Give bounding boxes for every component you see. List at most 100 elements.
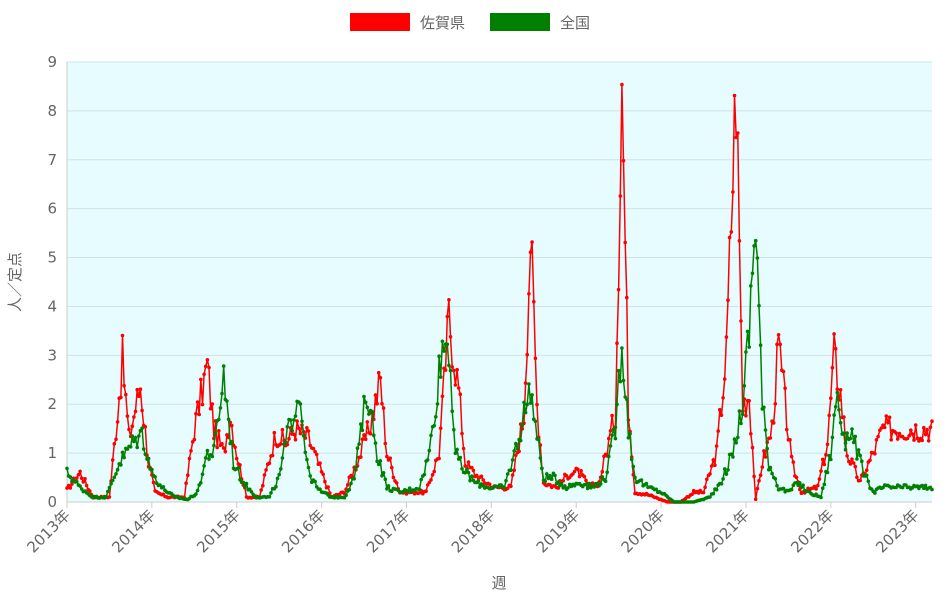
data-point bbox=[226, 417, 231, 422]
data-point bbox=[434, 415, 438, 419]
data-point bbox=[794, 475, 799, 480]
legend[interactable]: 佐賀県 全国 bbox=[350, 13, 590, 32]
data-point bbox=[218, 406, 223, 410]
data-point bbox=[200, 472, 205, 477]
data-point bbox=[262, 473, 267, 477]
data-point bbox=[326, 485, 330, 489]
data-point bbox=[548, 483, 552, 487]
data-point bbox=[819, 495, 823, 500]
data-point bbox=[610, 413, 614, 418]
data-point bbox=[874, 438, 879, 442]
data-point bbox=[293, 414, 298, 418]
data-point bbox=[889, 438, 893, 442]
data-point bbox=[274, 484, 278, 489]
data-point bbox=[272, 430, 277, 435]
data-point bbox=[579, 469, 583, 473]
data-point bbox=[140, 408, 144, 413]
data-point bbox=[577, 474, 582, 479]
data-point bbox=[135, 387, 139, 392]
data-point bbox=[755, 256, 760, 260]
data-point bbox=[425, 458, 430, 462]
x-axis-ticks: 2013年 2014年 2015年 2016年 2017年 2018年 2019年 2020年… bbox=[23, 502, 923, 556]
data-point bbox=[479, 474, 484, 479]
data-point bbox=[442, 349, 446, 353]
data-point bbox=[79, 476, 84, 481]
data-point bbox=[546, 476, 551, 481]
data-point bbox=[829, 396, 833, 401]
data-point bbox=[510, 473, 515, 477]
data-point bbox=[584, 482, 588, 487]
data-point bbox=[357, 442, 361, 446]
y-tick-label: 8 bbox=[47, 102, 57, 120]
data-point bbox=[724, 335, 729, 339]
data-point bbox=[615, 341, 619, 346]
data-point bbox=[438, 426, 443, 431]
data-point bbox=[199, 481, 203, 485]
data-point bbox=[737, 239, 742, 243]
legend-item-saga[interactable]: 佐賀県 bbox=[350, 13, 465, 32]
data-point bbox=[553, 473, 557, 478]
data-point bbox=[851, 461, 856, 465]
data-point bbox=[217, 429, 221, 433]
data-point bbox=[261, 483, 265, 488]
data-point bbox=[845, 454, 849, 458]
data-point bbox=[75, 476, 79, 480]
data-point bbox=[362, 394, 366, 399]
data-point bbox=[742, 384, 747, 388]
data-point bbox=[429, 433, 433, 438]
data-point bbox=[868, 458, 872, 463]
data-point bbox=[714, 444, 719, 448]
data-point bbox=[920, 483, 924, 488]
data-point bbox=[509, 468, 513, 473]
data-point bbox=[347, 487, 352, 492]
data-point bbox=[65, 466, 69, 471]
y-tick-label: 1 bbox=[47, 444, 57, 462]
data-point bbox=[345, 483, 350, 487]
data-point bbox=[505, 472, 510, 476]
data-point bbox=[886, 420, 890, 425]
data-point bbox=[365, 405, 370, 410]
data-point bbox=[125, 414, 130, 418]
data-point bbox=[765, 446, 769, 451]
data-point bbox=[143, 425, 148, 429]
data-point bbox=[435, 402, 440, 406]
data-point bbox=[907, 433, 911, 438]
data-point bbox=[884, 414, 889, 418]
data-point bbox=[238, 463, 242, 467]
data-point bbox=[241, 480, 246, 485]
data-point bbox=[824, 452, 828, 457]
data-point bbox=[114, 437, 118, 442]
data-point bbox=[576, 467, 580, 472]
legend-item-national[interactable]: 全国 bbox=[490, 13, 590, 32]
data-point bbox=[747, 345, 751, 349]
data-point bbox=[757, 478, 761, 483]
data-point bbox=[194, 492, 198, 496]
data-point bbox=[923, 483, 928, 488]
data-point bbox=[115, 467, 120, 472]
data-point bbox=[842, 431, 846, 436]
data-point bbox=[298, 402, 303, 406]
data-point bbox=[150, 467, 154, 472]
data-point bbox=[452, 368, 456, 373]
data-point bbox=[306, 429, 311, 433]
data-point bbox=[608, 444, 613, 448]
data-point bbox=[633, 475, 637, 480]
data-point bbox=[850, 427, 854, 431]
data-point bbox=[611, 427, 616, 431]
data-point bbox=[894, 431, 898, 435]
series-layer bbox=[65, 82, 934, 504]
data-point bbox=[122, 383, 126, 388]
data-point bbox=[882, 425, 887, 430]
data-point bbox=[592, 485, 596, 489]
y-tick-label: 0 bbox=[47, 493, 57, 511]
data-point bbox=[275, 476, 280, 481]
data-point bbox=[110, 458, 115, 462]
data-point bbox=[79, 487, 84, 491]
data-point bbox=[466, 460, 471, 464]
data-point bbox=[608, 429, 613, 433]
data-point bbox=[744, 414, 748, 418]
data-point bbox=[540, 466, 544, 471]
data-point bbox=[297, 426, 301, 431]
x-tick-label: 2023年 bbox=[872, 506, 922, 556]
data-point bbox=[355, 446, 360, 451]
